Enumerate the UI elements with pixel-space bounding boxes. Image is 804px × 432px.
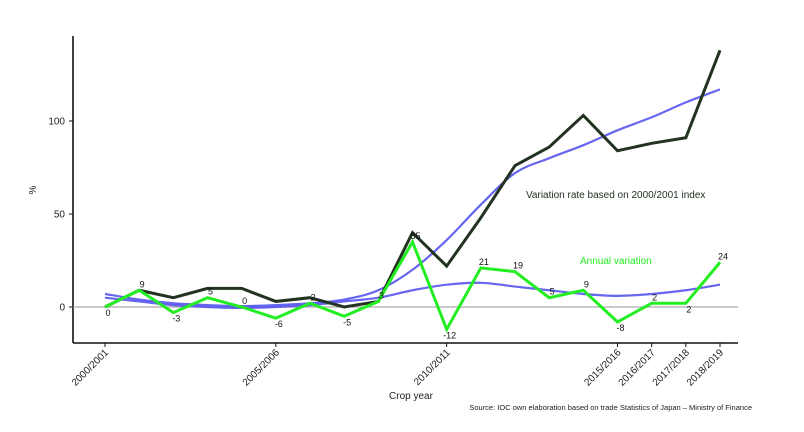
- series-line-annual: [104, 238, 722, 333]
- data-label: 5: [550, 287, 555, 297]
- data-label: 35: [410, 231, 420, 241]
- data-label: 9: [584, 279, 589, 289]
- y-tick-label: 100: [48, 117, 65, 128]
- x-axis-title: Crop year: [389, 391, 434, 402]
- data-label: 2: [686, 304, 691, 314]
- x-tick-label: 2010/2011: [412, 347, 453, 388]
- data-label: 5: [208, 287, 213, 297]
- x-tick-label: 2005/2006: [241, 347, 283, 389]
- data-label: 2: [310, 292, 315, 302]
- annotation-index-series: Variation rate based on 2000/2001 index: [526, 190, 705, 201]
- data-label: 0: [105, 308, 110, 318]
- source-note: Source: IOC own elaboration based on tra…: [469, 403, 752, 412]
- series-line-index: [104, 49, 722, 309]
- data-label: -6: [275, 319, 283, 329]
- data-label: 2: [652, 292, 657, 302]
- data-label: -5: [343, 317, 351, 327]
- data-label: 3: [379, 290, 384, 300]
- data-label: 21: [479, 257, 489, 267]
- data-label: 24: [718, 251, 728, 261]
- x-tick-label: 2000/2001: [70, 347, 112, 389]
- y-axis-title: %: [28, 185, 39, 194]
- data-label: 9: [140, 279, 145, 289]
- data-label: -3: [172, 314, 180, 324]
- data-label: -12: [443, 330, 456, 340]
- x-tick-label: 2018/2019: [685, 347, 727, 389]
- data-label: -8: [616, 323, 624, 333]
- trend-line: [104, 88, 721, 308]
- annotation-annual-series: Annual variation: [580, 256, 652, 267]
- data-label: 0: [242, 296, 247, 306]
- data-label: 19: [513, 261, 523, 271]
- y-tick-label: 50: [54, 210, 66, 221]
- y-tick-label: 0: [59, 303, 65, 314]
- trend-line: [104, 281, 721, 310]
